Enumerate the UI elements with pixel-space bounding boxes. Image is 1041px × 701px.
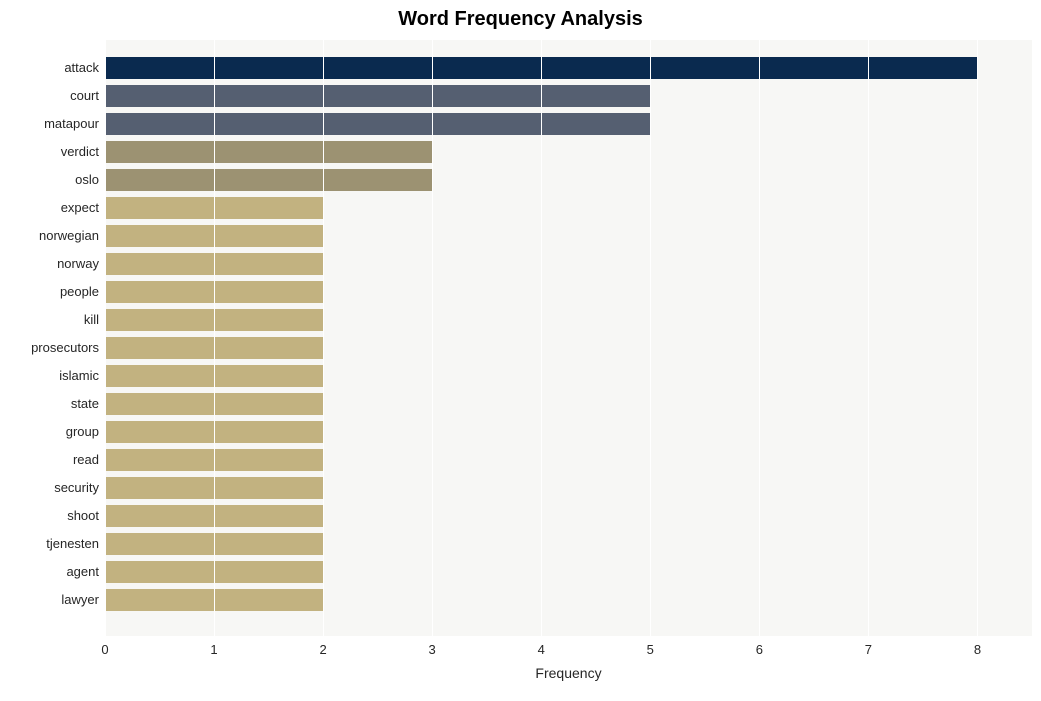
x-tick-label: 2 xyxy=(319,642,326,657)
y-tick-label: state xyxy=(0,393,99,415)
gridline xyxy=(214,40,215,636)
gridline xyxy=(105,40,106,636)
x-tick-label: 6 xyxy=(756,642,763,657)
x-tick-label: 5 xyxy=(647,642,654,657)
y-tick-label: agent xyxy=(0,561,99,583)
y-tick-label: security xyxy=(0,477,99,499)
y-tick-label: kill xyxy=(0,309,99,331)
gridline xyxy=(541,40,542,636)
y-tick-label: expect xyxy=(0,197,99,219)
y-tick-label: norwegian xyxy=(0,225,99,247)
chart-container: Word Frequency Analysis Frequency 0 1 2 3 4 5… xyxy=(0,0,1041,701)
y-tick-label: attack xyxy=(0,57,99,79)
x-tick-label: 1 xyxy=(210,642,217,657)
chart-title: Word Frequency Analysis xyxy=(0,8,1041,31)
bar xyxy=(105,113,650,135)
x-tick-label: 4 xyxy=(538,642,545,657)
gridline xyxy=(868,40,869,636)
gridline xyxy=(759,40,760,636)
y-tick-label: court xyxy=(0,85,99,107)
gridline xyxy=(432,40,433,636)
y-tick-label: islamic xyxy=(0,365,99,387)
plot-area xyxy=(105,40,1032,636)
bar xyxy=(105,141,432,163)
y-tick-label: shoot xyxy=(0,505,99,527)
x-tick-label: 0 xyxy=(101,642,108,657)
y-tick-label: tjenesten xyxy=(0,533,99,555)
x-axis-label: Frequency xyxy=(48,665,1041,681)
y-tick-label: norway xyxy=(0,253,99,275)
gridline xyxy=(650,40,651,636)
bar xyxy=(105,85,650,107)
x-tick-label: 3 xyxy=(429,642,436,657)
x-tick-label: 8 xyxy=(974,642,981,657)
y-tick-label: group xyxy=(0,421,99,443)
y-tick-label: read xyxy=(0,449,99,471)
y-tick-label: lawyer xyxy=(0,589,99,611)
bar xyxy=(105,169,432,191)
y-tick-label: oslo xyxy=(0,169,99,191)
y-tick-label: people xyxy=(0,281,99,303)
y-tick-label: verdict xyxy=(0,141,99,163)
x-tick-label: 7 xyxy=(865,642,872,657)
gridline xyxy=(323,40,324,636)
y-tick-label: prosecutors xyxy=(0,337,99,359)
gridline xyxy=(977,40,978,636)
y-tick-label: matapour xyxy=(0,113,99,135)
bars-layer xyxy=(105,40,1032,636)
